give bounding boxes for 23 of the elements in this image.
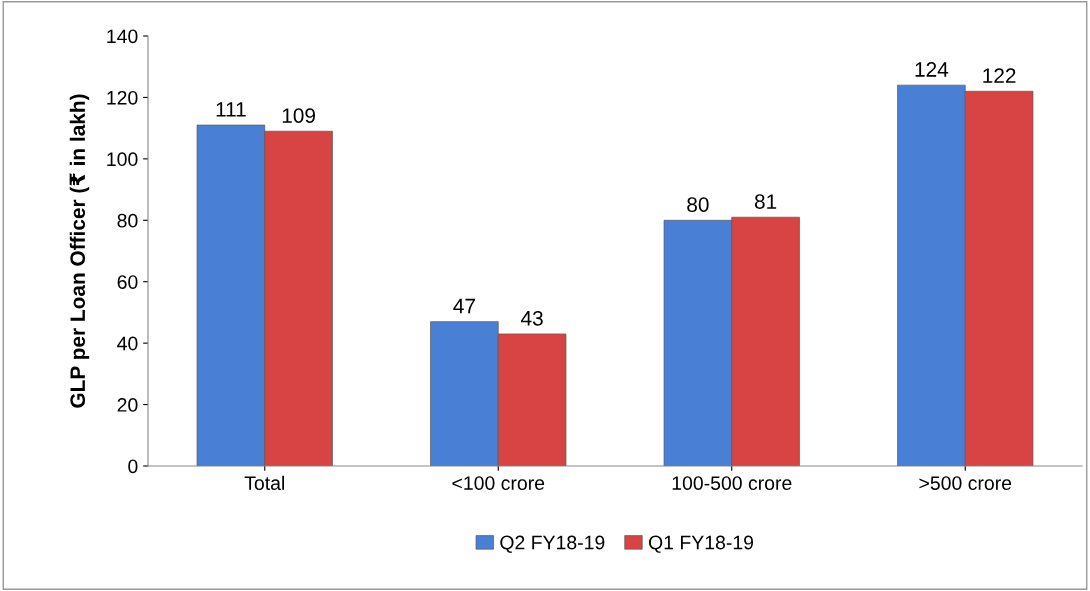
y-tick-label: 80: [117, 213, 138, 228]
y-tick-label: 60: [117, 275, 138, 289]
x-tick-label: <100 crore: [452, 476, 545, 490]
data-label: 111: [216, 102, 246, 117]
y-tick-label: 20: [117, 398, 138, 412]
data-label: 43: [521, 310, 543, 326]
data-label: 47: [453, 298, 475, 314]
legend-label: Q2 FY18-19: [500, 535, 605, 553]
x-tick-label: 100-500 crore: [672, 476, 792, 490]
data-label: 81: [754, 194, 777, 209]
y-tick-label: 140: [107, 29, 138, 44]
y-tick-label: 40: [117, 336, 138, 351]
data-label: 80: [687, 197, 709, 212]
y-tick-label: 0: [128, 459, 138, 474]
y-tick-label: 120: [107, 90, 138, 105]
legend-label: Q1 FY18-19: [648, 535, 754, 553]
y-axis-title: GLP per Loan Officer (₹ in lakh): [69, 94, 90, 408]
data-label: 122: [983, 68, 1016, 83]
data-label: 109: [282, 108, 315, 123]
x-tick-label: >500 crore: [919, 476, 1012, 490]
x-tick-label: Total: [244, 475, 284, 490]
y-tick-label: 100: [107, 152, 138, 167]
data-label: 124: [915, 62, 949, 77]
